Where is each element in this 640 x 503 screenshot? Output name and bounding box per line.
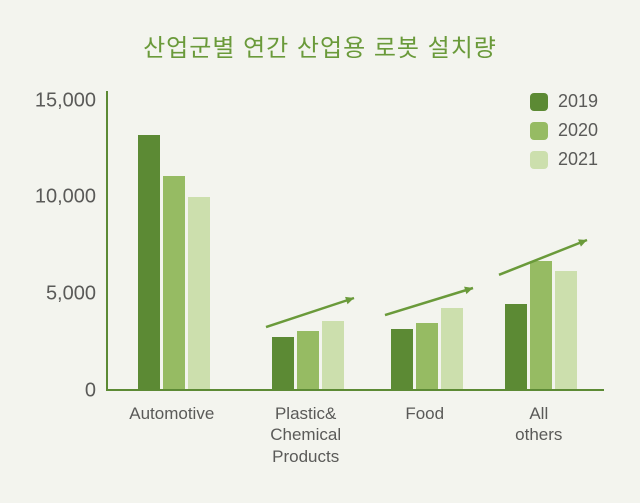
plot: 2019 2020 2021 bbox=[106, 91, 604, 391]
chart-title: 산업군별 연간 산업용 로봇 설치량 bbox=[36, 28, 604, 63]
legend-label: 2019 bbox=[558, 91, 598, 112]
plot-area: 05,00010,00015,000 201920202021 bbox=[36, 91, 604, 391]
legend-item: 2021 bbox=[530, 149, 598, 170]
x-label: Automotive bbox=[129, 403, 214, 424]
bar bbox=[391, 329, 413, 389]
x-label: Food bbox=[405, 403, 444, 424]
x-axis-labels: Automotive Plastic& Chemical Products Food… bbox=[106, 403, 604, 473]
y-axis: 05,00010,00015,000 bbox=[36, 91, 106, 391]
chart-card: 산업군별 연간 산업용 로봇 설치량 0 5,000 10,000 15,000 20… bbox=[0, 0, 640, 503]
legend-item: 2019 bbox=[530, 91, 598, 112]
bar bbox=[416, 323, 438, 389]
bar bbox=[322, 321, 344, 389]
bar bbox=[530, 261, 552, 389]
x-label: Plastic& Chemical Products bbox=[270, 403, 341, 467]
y-tick: 0 bbox=[85, 380, 96, 403]
bar bbox=[441, 308, 463, 389]
bar bbox=[555, 271, 577, 389]
y-tick: 10,000 bbox=[35, 186, 96, 209]
y-tick: 5,000 bbox=[46, 283, 96, 306]
bar-group bbox=[505, 261, 577, 389]
legend-label: 2020 bbox=[558, 120, 598, 141]
bar-group bbox=[391, 308, 463, 389]
legend-label: 2021 bbox=[558, 149, 598, 170]
legend-swatch bbox=[530, 93, 548, 111]
legend-swatch bbox=[530, 122, 548, 140]
bar bbox=[505, 304, 527, 389]
bar bbox=[163, 176, 185, 389]
bar-group bbox=[272, 321, 344, 389]
bar bbox=[138, 135, 160, 389]
bar-group bbox=[138, 135, 210, 389]
legend: 2019 2020 2021 bbox=[530, 91, 598, 170]
y-tick: 15,000 bbox=[35, 89, 96, 112]
legend-item: 2020 bbox=[530, 120, 598, 141]
bar bbox=[297, 331, 319, 389]
x-label: All others bbox=[506, 403, 571, 446]
bar bbox=[272, 337, 294, 389]
legend-swatch bbox=[530, 151, 548, 169]
bar bbox=[188, 197, 210, 389]
